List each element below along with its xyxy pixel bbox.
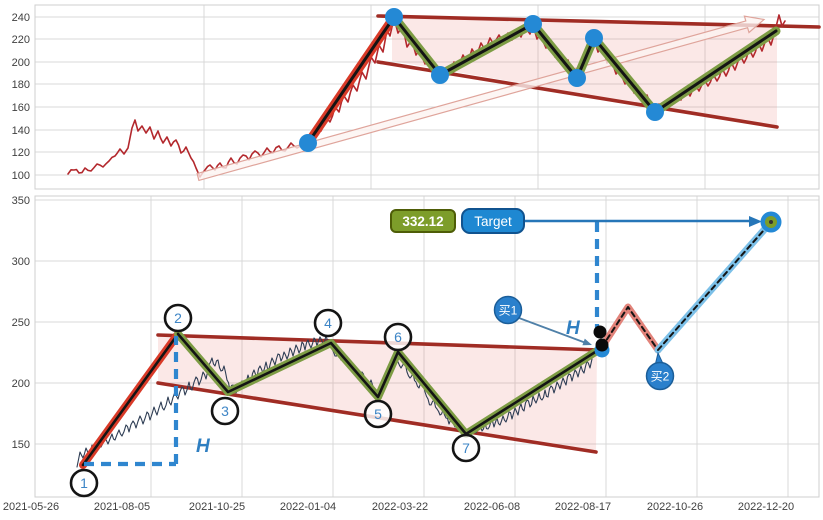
x-tick-label: 2022-12-20 [738,501,794,513]
measure-h-label-1: H [196,436,211,457]
entry-black-dot[interactable] [595,338,609,352]
panel-border [34,4,820,190]
pivot-dot[interactable] [431,66,449,84]
y-tick-label: 100 [12,170,30,182]
wave-number: 1 [80,475,88,491]
wave-number: 3 [221,403,229,419]
buy2-marker[interactable] [645,361,675,391]
wave-number-circle[interactable] [210,396,240,426]
buy1-label: 买1 [499,304,518,318]
impulse-wave-1-2-core [81,332,180,467]
pivot-dot[interactable] [524,15,542,33]
y-tick-label: 250 [12,317,30,329]
y-tick-label: 240 [12,12,30,24]
target-value-text: 332.12 [402,214,443,229]
wave-number-circle[interactable] [383,322,413,352]
projected-rise-core [657,221,772,351]
y-tick-label: 160 [12,102,30,114]
wave-number-circle[interactable] [363,399,393,429]
y-tick-label: 300 [12,256,30,268]
y-tick-label: 200 [12,378,30,390]
wave-number-circle[interactable] [451,433,481,463]
bottom-chart-canvas[interactable]: 350 300 250 200 150 2021-05-26 2021-08-05 2021-… [0,192,823,520]
wave-number: 6 [394,329,402,345]
buy1-pointer-line [518,317,587,344]
pivot-dot[interactable] [385,8,403,26]
y-tick-label: 150 [12,439,30,451]
buy1-pointer-arrowhead-icon [582,338,592,346]
wave-number: 4 [324,315,332,331]
x-tick-label: 2022-03-22 [372,501,428,513]
pivot-dot[interactable] [585,29,603,47]
bottom-analysis-panel[interactable]: 350 300 250 200 150 2021-05-26 2021-08-05 2021-… [0,192,823,520]
y-tick-label: 350 [12,195,30,207]
x-tick-label: 2021-10-25 [189,501,245,513]
plot-area[interactable] [35,5,819,189]
wave-number-circle[interactable] [69,468,99,498]
x-tick-label: 2022-10-26 [647,501,703,513]
x-tick-label: 2022-01-04 [280,501,336,513]
wave-number: 7 [462,440,470,456]
target-label-box[interactable] [461,208,525,234]
panel-border [34,195,820,498]
target-arrowhead-icon [749,216,762,227]
impulse-segment-core [306,15,396,145]
y-tick-label: 180 [12,79,30,91]
pivot-dot[interactable] [568,69,586,87]
y-tick-label: 120 [12,147,30,159]
pivot-dot[interactable] [646,103,664,121]
entry-black-dot[interactable] [593,325,607,339]
wave-number: 2 [174,310,182,326]
target-value-box[interactable] [390,209,456,233]
projected-pullback-core [601,306,659,351]
x-tick-label: 2022-06-08 [464,501,520,513]
wedge-upper-trendline[interactable] [156,333,602,352]
y-tick-label: 140 [12,125,30,137]
x-tick-label: 2021-08-05 [94,501,150,513]
wave-number-circle[interactable] [163,303,193,333]
wave-number-circle[interactable] [313,308,343,338]
top-chart-canvas[interactable]: 240 220 200 180 160 140 120 100 [0,0,823,192]
trend-channel-arrow[interactable] [196,15,766,182]
wave-number: 5 [374,406,382,422]
top-price-panel[interactable]: 240 220 200 180 160 140 120 100 [0,0,823,192]
buy2-label: 买2 [651,370,670,384]
x-tick-label: 2021-05-26 [3,501,59,513]
y-tick-label: 220 [12,34,30,46]
target-label-text: Target [474,214,512,229]
x-tick-label: 2022-08-17 [555,501,611,513]
buy1-marker[interactable] [493,295,523,325]
target-dot-center [769,220,773,224]
measure-h-label-2: H [566,318,581,339]
pivot-dot[interactable] [299,134,317,152]
y-tick-label: 200 [12,57,30,69]
